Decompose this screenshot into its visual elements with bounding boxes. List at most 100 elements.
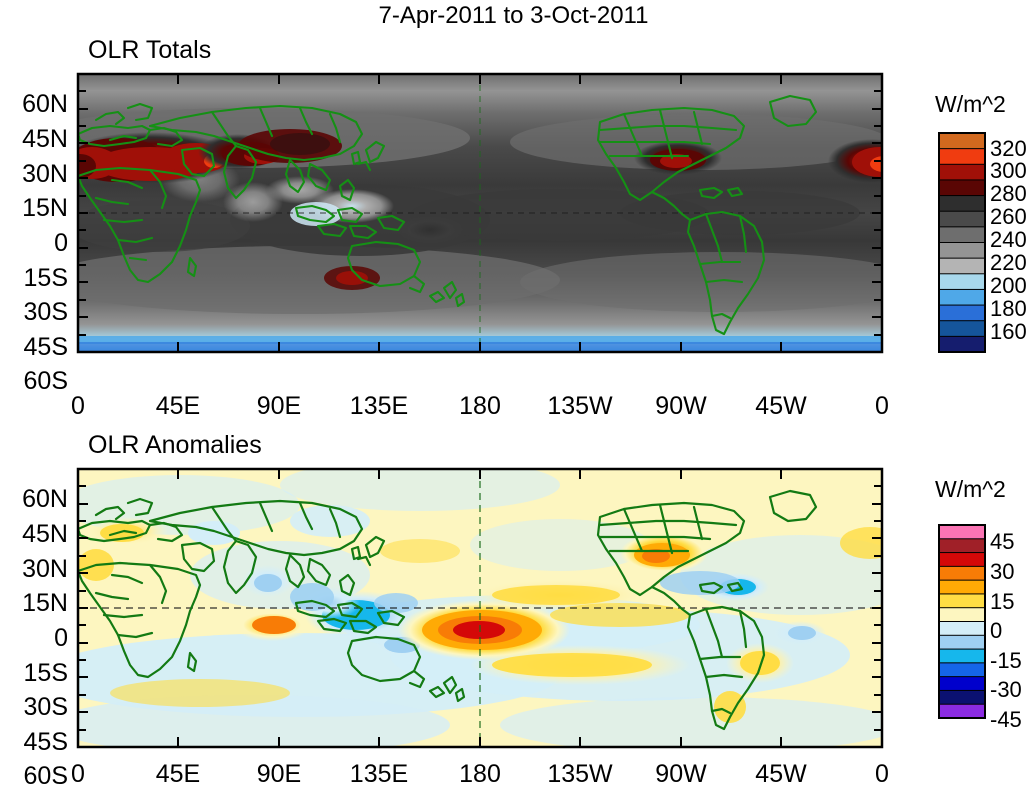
panel-title-olr-anomalies: OLR Anomalies [88, 431, 262, 459]
colorbar-band [938, 538, 986, 554]
olr-anomalies-ytick-60S: 60S [23, 762, 68, 790]
cb-bot-tick-m15: -15 [990, 648, 1022, 673]
colorbar-band [938, 242, 986, 260]
olr-anomalies-ytick-30N: 30N [22, 555, 68, 583]
colorbar-band [938, 320, 986, 338]
cb-bot-tick-15: 15 [990, 589, 1015, 614]
olr-totals-xtick-0a: 0 [71, 392, 85, 420]
colorbar-band [938, 335, 986, 353]
panel-olr-totals: OLR Totals [0, 30, 1027, 420]
colorbar-band [938, 288, 986, 307]
colorbar-olr-totals: W/m^2 320 300 280 260 240 220 200 180 16… [930, 85, 1027, 370]
olr-totals-xtick-90E: 90E [256, 392, 302, 420]
olr-totals-figure [76, 72, 884, 354]
olr-totals-ytick-0: 0 [54, 229, 68, 257]
colorbar-olr-anomalies: W/m^2 45 30 15 0 -15 -30 -45 [930, 470, 1027, 732]
olr-anomalies-xtick-45W: 45W [755, 760, 807, 788]
olr-anomalies-xtick-90E: 90E [256, 760, 302, 788]
colorbar-band [938, 257, 986, 275]
coastlines-top [78, 94, 818, 336]
olr-totals-xtick-45E: 45E [155, 392, 201, 420]
olr-anomalies-ytick-60N: 60N [22, 485, 68, 513]
olr-totals-xtick-180: 180 [459, 392, 501, 420]
colorbar-band [938, 703, 986, 720]
cb-bot-tick-m45: -45 [990, 707, 1022, 732]
colorbar-band [938, 607, 986, 623]
olr-totals-xtick-45W: 45W [755, 392, 807, 420]
olr-totals-ytick-15N: 15N [22, 194, 68, 222]
cb-top-tick-220: 220 [990, 250, 1027, 275]
colorbar-band [938, 132, 986, 150]
colorbar-band [938, 273, 986, 291]
olr-anomalies-ticks [77, 468, 883, 748]
olr-anomalies-field [78, 469, 882, 747]
colorbar-band [938, 579, 986, 595]
colorbar-band [938, 226, 986, 244]
cb-top-tick-180: 180 [990, 296, 1027, 321]
olr-anomalies-xtick-90W: 90W [655, 760, 707, 788]
panel-title-olr-totals: OLR Totals [88, 36, 212, 64]
olr-totals-ytick-30N: 30N [22, 160, 68, 188]
colorbar-unit-anomalies: W/m^2 [935, 476, 1006, 502]
colorbar-band [938, 179, 986, 197]
olr-totals-xtick-90W: 90W [655, 392, 707, 420]
colorbar-band [938, 304, 986, 322]
olr-anomalies-xtick-135W: 135W [547, 760, 613, 788]
colorbar-unit-totals: W/m^2 [935, 91, 1006, 117]
colorbar-band [938, 648, 986, 664]
colorbar-band [938, 676, 986, 692]
olr-totals-ytick-60S: 60S [23, 367, 68, 395]
olr-totals-xtick-0b: 0 [875, 392, 889, 420]
olr-anomalies-ytick-45N: 45N [22, 520, 68, 548]
cb-top-tick-200: 200 [990, 273, 1027, 298]
colorbar-band [938, 634, 986, 651]
colorbar-band [938, 210, 986, 228]
olr-totals-xtick-135W: 135W [547, 392, 613, 420]
olr-totals-ytick-30S: 30S [23, 298, 68, 326]
cb-top-tick-160: 160 [990, 319, 1027, 344]
colorbar-band [938, 689, 986, 706]
olr-totals-ytick-45S: 45S [23, 333, 68, 361]
olr-anomalies-xtick-135E: 135E [349, 760, 409, 788]
cb-top-tick-280: 280 [990, 181, 1027, 206]
panel-olr-anomalies: OLR Anomalies [0, 425, 1027, 790]
cb-bot-tick-0: 0 [990, 618, 1003, 643]
cb-bot-tick-m30: -30 [990, 677, 1022, 702]
olr-totals-ytick-15S: 15S [23, 264, 68, 292]
colorbar-band [938, 621, 986, 637]
cb-top-tick-320: 320 [990, 136, 1027, 161]
colorbar-band [938, 195, 986, 213]
colorbar-totals-swatches [938, 132, 986, 353]
colorbar-band [938, 163, 986, 181]
olr-anomalies-xtick-0b: 0 [875, 760, 889, 788]
cb-bot-tick-45: 45 [990, 529, 1015, 554]
olr-anomalies-ytick-15N: 15N [22, 589, 68, 617]
colorbar-band [938, 552, 986, 568]
olr-totals-ticks [77, 73, 883, 353]
olr-anomalies-xtick-180: 180 [459, 760, 501, 788]
olr-anomalies-ytick-30S: 30S [23, 693, 68, 721]
olr-anomalies-ytick-0: 0 [54, 624, 68, 652]
colorbar-anomalies-swatches [938, 524, 986, 720]
olr-totals-ytick-60N: 60N [22, 90, 68, 118]
colorbar-band [938, 662, 986, 678]
page-title: 7-Apr-2011 to 3-Oct-2011 [378, 2, 649, 29]
cb-top-tick-240: 240 [990, 227, 1027, 252]
olr-anomalies-ytick-45S: 45S [23, 728, 68, 756]
colorbar-band [938, 524, 986, 540]
cb-bot-tick-30: 30 [990, 559, 1015, 584]
colorbar-band [938, 565, 986, 582]
olr-totals-field [78, 74, 882, 352]
coastlines-bottom [78, 489, 818, 731]
olr-totals-ytick-45N: 45N [22, 125, 68, 153]
cb-top-tick-300: 300 [990, 158, 1027, 183]
olr-anomalies-figure [76, 467, 884, 749]
colorbar-totals-ticklabels: 320 300 280 260 240 220 200 180 160 [990, 85, 1027, 370]
olr-totals-xtick-135E: 135E [349, 392, 409, 420]
olr-anomalies-ytick-15S: 15S [23, 659, 68, 687]
colorbar-band [938, 593, 986, 609]
colorbar-band [938, 148, 986, 166]
cb-top-tick-260: 260 [990, 204, 1027, 229]
olr-anomalies-xtick-0a: 0 [71, 760, 85, 788]
olr-anomalies-xtick-45E: 45E [155, 760, 201, 788]
